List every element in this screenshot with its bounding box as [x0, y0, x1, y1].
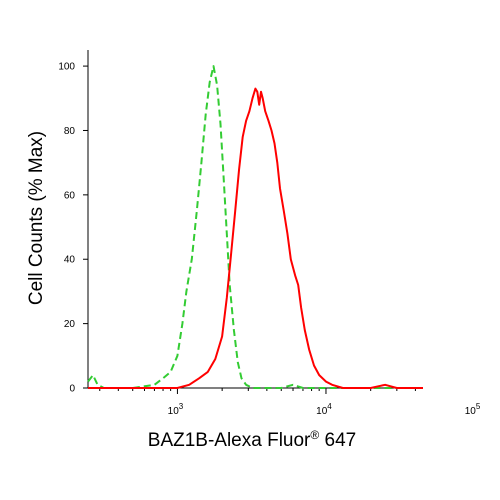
y-tick-label: 20	[64, 319, 76, 330]
x-tick-base: 10	[316, 406, 328, 417]
x-tick-label: 104	[316, 402, 332, 417]
y-tick-label: 0	[69, 384, 75, 395]
x-axis-title-main: BAZ1B-Alexa Fluor	[148, 430, 311, 451]
y-tick-label: 80	[64, 126, 76, 137]
x-axis-title-superscript: ®	[310, 428, 319, 442]
control-histogram-line	[87, 65, 423, 389]
x-tick-exponent: 3	[179, 402, 184, 411]
y-tick-label: 40	[64, 255, 76, 266]
x-tick-base: 10	[168, 406, 180, 417]
y-tick-label: 60	[64, 190, 76, 201]
y-axis-ticks: 0 20 40 60 80 100	[58, 62, 88, 395]
x-axis-title: BAZ1B-Alexa Fluor® 647	[148, 428, 356, 451]
x-tick-base: 10	[465, 406, 477, 417]
sample-histogram-line	[88, 87, 423, 389]
x-tick-label: 103	[168, 402, 184, 417]
x-tick-exponent: 4	[327, 402, 332, 411]
x-tick-exponent: 5	[476, 402, 481, 411]
y-tick-label: 100	[58, 62, 75, 73]
x-tick-label: 105	[465, 402, 481, 417]
x-axis-title-suffix: 647	[319, 430, 356, 451]
series-layer	[87, 65, 423, 389]
y-axis-title: Cell Counts (% Max)	[26, 131, 47, 305]
x-axis-ticks: 103 104 105	[99, 388, 481, 417]
